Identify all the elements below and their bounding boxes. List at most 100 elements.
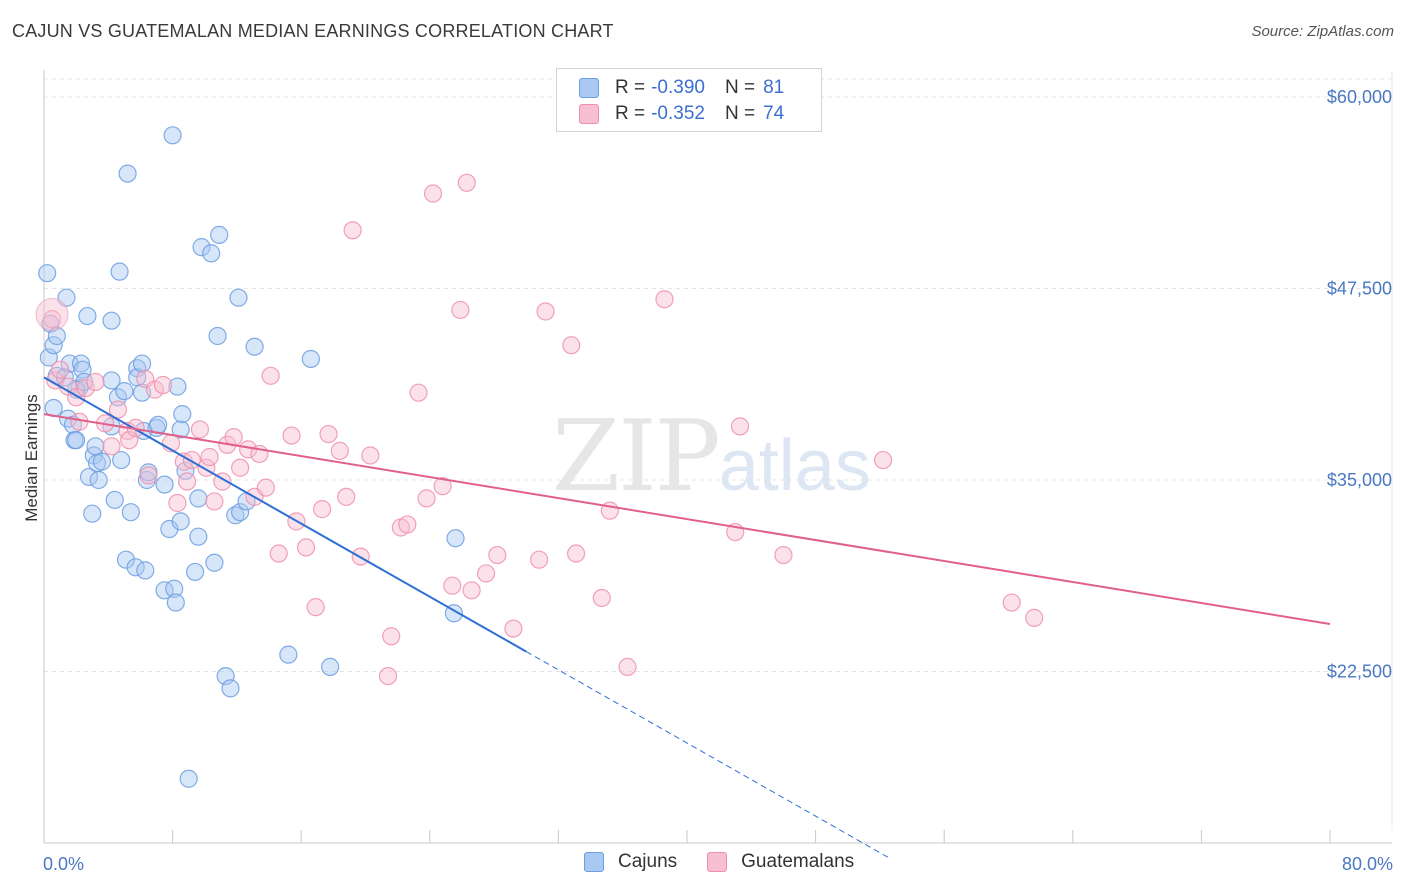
guatemalan-point: [382, 627, 401, 646]
legend-item-guatemalans[interactable]: Guatemalans: [707, 851, 854, 873]
watermark-atlas: atlas: [718, 426, 871, 506]
watermark-zip: ZIP: [552, 400, 721, 514]
cajun-point: [173, 405, 192, 424]
guatemalan-point: [536, 302, 555, 321]
guatemalan-trend-line: [43, 413, 1331, 625]
y-tick-label: $35,000: [1327, 470, 1392, 490]
cajun-point: [67, 431, 86, 450]
cajun-point: [171, 420, 190, 439]
guatemalan-point: [774, 545, 793, 565]
axes: [43, 70, 1392, 844]
guatemalan-point: [504, 619, 523, 638]
legend-item-cajuns[interactable]: Cajuns: [584, 851, 677, 873]
legend-label-cajuns: Cajuns: [618, 851, 678, 872]
cajun-point: [202, 244, 221, 263]
legend-r-value: -0.390: [651, 77, 705, 98]
cajun-point: [38, 264, 57, 283]
guatemalan-point: [102, 437, 121, 456]
legend-swatch-cajun: [579, 78, 599, 98]
cajun-point: [321, 657, 340, 677]
guatemalan-point: [562, 336, 581, 355]
guatemalan-point: [378, 666, 398, 686]
guatemalan-point: [153, 375, 173, 395]
trend-lines: [43, 376, 1331, 858]
cajun-point: [231, 503, 250, 522]
guatemalan-point: [330, 441, 349, 460]
guatemalan-point: [50, 360, 70, 379]
legend-r-value: -0.352: [651, 103, 705, 124]
cajun-point: [115, 382, 134, 401]
source-label: Source: ZipAtlas.com: [1251, 23, 1394, 40]
x-tick-label-max: 80.0%: [1342, 854, 1393, 874]
guatemalan-points: [35, 173, 1044, 686]
guatemalan-point: [269, 544, 288, 563]
guatemalan-point: [139, 466, 158, 485]
guatemalan-point: [108, 400, 128, 419]
cajun-point: [165, 579, 184, 598]
series-legend: Cajuns Guatemalans: [584, 851, 884, 873]
cajun-point: [171, 512, 190, 531]
guatemalan-point: [42, 310, 62, 329]
cajun-point: [179, 769, 198, 788]
guatemalan-point: [655, 290, 674, 309]
guatemalan-point: [488, 545, 507, 565]
legend-swatch-cajuns: [584, 852, 604, 872]
cajun-point: [132, 354, 152, 373]
cajun-point: [229, 288, 248, 307]
axis-labels: $22,500 $35,000 $47,500 $60,000 0.0% 80.0% Med…: [22, 87, 1393, 874]
guatemalan-point: [443, 576, 462, 595]
cajun-point: [83, 504, 102, 523]
cajun-point: [245, 337, 264, 356]
cajun-point: [86, 437, 105, 456]
cajun-point: [92, 452, 111, 471]
cajun-point: [189, 489, 208, 508]
guatemalan-point: [190, 420, 210, 439]
guatemalan-point: [1025, 608, 1044, 627]
cajun-point: [110, 262, 129, 281]
guatemalan-point: [451, 300, 470, 320]
cajun-point: [205, 553, 224, 572]
guatemalan-point: [205, 492, 224, 511]
guatemalan-point: [618, 657, 637, 677]
y-axis-label: Median Earnings: [22, 394, 41, 522]
guatemalan-point: [306, 598, 325, 617]
guatemalan-point: [409, 383, 428, 402]
cajun-point: [168, 377, 187, 396]
cajun-point: [163, 126, 182, 145]
guatemalan-point: [76, 378, 95, 398]
cajun-point: [208, 326, 227, 346]
guatemalan-point: [86, 372, 105, 392]
guatemalan-point: [224, 428, 243, 447]
guatemalan-point: [730, 417, 750, 436]
correlation-legend: R = -0.390 N = 81 R = -0.352 N = 74: [556, 68, 822, 132]
cajun-point: [192, 238, 211, 257]
legend-r-label: R =: [615, 77, 646, 98]
cajun-point: [121, 503, 140, 522]
cajun-point: [136, 561, 155, 580]
cajun-point: [226, 506, 245, 525]
cajun-point: [210, 225, 229, 244]
guatemalan-point: [361, 446, 380, 465]
guatemalan-point: [462, 581, 481, 600]
legend-n-label: N =: [724, 103, 756, 124]
cajun-point: [118, 164, 137, 183]
legend-row-cajun: R = -0.390 N = 81: [579, 76, 784, 100]
guatemalan-point: [343, 221, 362, 240]
cajun-point: [116, 550, 136, 569]
cajun-point: [446, 529, 465, 548]
guatemalan-point: [592, 588, 611, 608]
cajun-point: [71, 354, 91, 373]
guatemalan-point: [476, 564, 496, 583]
legend-r-label: R =: [615, 103, 646, 124]
legend-label-guatemalans: Guatemalans: [741, 851, 855, 872]
guatemalan-point: [231, 458, 250, 477]
guatemalan-point: [398, 515, 417, 534]
cajun-point: [279, 645, 298, 664]
guatemalan-point: [1002, 593, 1021, 612]
legend-n-value: 74: [763, 103, 785, 124]
guatemalan-point: [256, 478, 275, 497]
y-tick-label: $47,500: [1327, 279, 1392, 299]
guatemalan-point: [319, 424, 338, 444]
y-tick-label: $22,500: [1327, 662, 1392, 682]
